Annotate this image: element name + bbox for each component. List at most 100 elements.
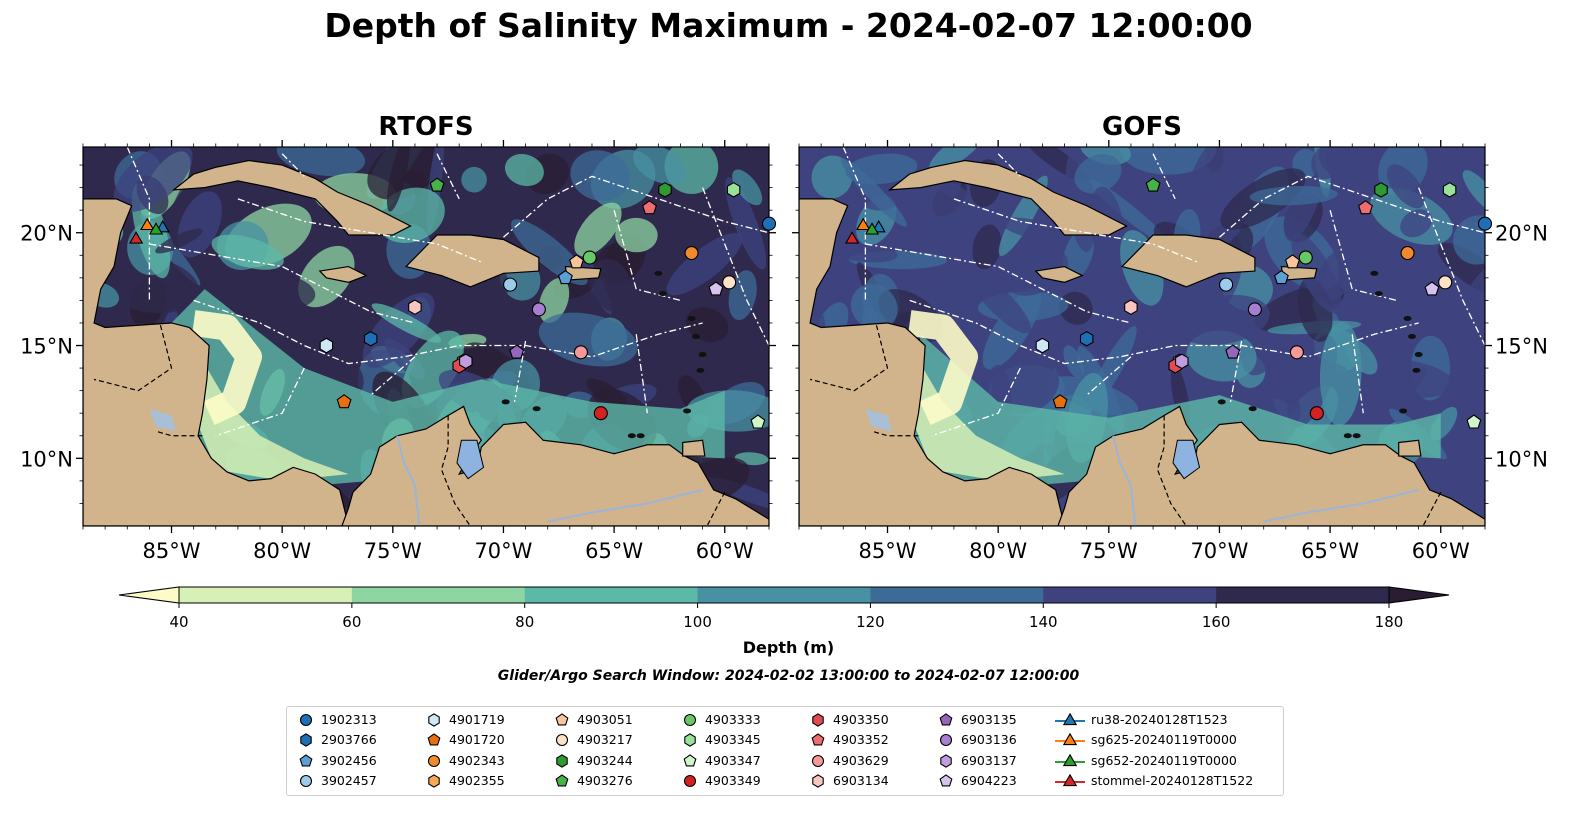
legend-label: 6903135 [961,711,1017,727]
legend-item-6903134[interactable]: 6903134 [809,771,889,791]
float-marker-4903051 [569,254,584,269]
x-tick-label: 85°W [859,539,917,563]
colorbar-segment [179,587,353,603]
legend-item-4903333[interactable]: 4903333 [681,709,761,729]
island [683,408,692,414]
legend-label: 3902456 [321,752,377,768]
island [696,367,705,373]
legend-label: 4903629 [833,752,889,768]
legend-item-4903347[interactable]: 4903347 [681,750,761,770]
land-hispaniola [404,234,540,288]
island [636,433,645,439]
triangle-line-icon [1055,773,1085,787]
x-tick-label: 85°W [143,539,201,563]
legend-item-4901719[interactable]: 4901719 [425,709,505,729]
hexagon-icon [556,753,568,768]
gofs-map-title: GOFS [1102,112,1182,142]
legend-item-4903352[interactable]: 4903352 [809,730,889,750]
legend-item-6904223[interactable]: 6904223 [937,771,1017,791]
legend-item-6903137[interactable]: 6903137 [937,750,1017,770]
island [1374,291,1383,297]
eez-boundary [370,356,416,396]
float-marker-1902313 [1477,216,1493,231]
legend-item-sg625-20240119T0000[interactable]: sg625-20240119T0000 [1055,730,1237,750]
legend-item-4901720[interactable]: 4901720 [425,730,505,750]
legend-item-sg652-20240119T0000[interactable]: sg652-20240119T0000 [1055,750,1237,770]
float-marker-4901720 [1052,394,1068,409]
colorbar: 40 60 80 100 120 140 160 180 [118,586,1450,631]
land-cuba [887,159,1128,236]
rtofs-map-panel[interactable] [47,112,795,577]
island [532,406,541,412]
legend-label: sg625-20240119T0000 [1091,732,1237,747]
legend-item-4903244[interactable]: 4903244 [553,750,633,770]
legend-item-4903349[interactable]: 4903349 [681,771,761,791]
legend-marker [811,754,825,767]
colorbar-segment [1216,587,1390,603]
legend-marker [812,774,824,788]
circle-icon [427,754,441,767]
island [687,315,696,321]
legend-label: 4903345 [705,732,761,747]
float-marker-4903333 [1298,250,1313,265]
float-marker-sg652-20240119T0000 [864,222,880,235]
lake-nicaragua [149,408,176,432]
legend-item-2903766[interactable]: 2903766 [297,730,377,750]
float-marker-4902343 [1400,245,1415,261]
float-marker-4903276 [429,177,445,192]
pentagon-icon [939,774,953,787]
legend-item-4903276[interactable]: 4903276 [553,771,633,791]
colorbar-tick-label: 100 [683,613,712,631]
legend-item-ru38-20240128T1523[interactable]: ru38-20240128T1523 [1055,709,1228,729]
float-marker-sg652-20240119T0000 [148,222,164,235]
eez-boundary [436,153,460,200]
gofs-map-panel[interactable] [765,113,1513,579]
colorbar-segment [351,587,526,603]
legend-item-6903135[interactable]: 6903135 [937,709,1017,729]
pentagon-icon [555,774,569,787]
float-marker-sg625-20240119T0000 [140,217,155,231]
legend-item-1902313[interactable]: 1902313 [297,709,377,729]
float-marker-6903134 [408,299,422,315]
hexagon-icon [300,733,312,747]
axis-ticks: 85°W 80°W 75°W 70°W 65°W 60°W 20°N 15°N 10°N 85°W… [20,140,1548,563]
legend-marker [939,712,953,725]
legend-label: 6903134 [833,773,889,788]
legend-item-3902456[interactable]: 3902456 [297,750,377,770]
legend-label: 6903137 [961,752,1017,768]
legend-marker [683,753,697,766]
colorbar-segment [870,587,1044,603]
island [1399,408,1408,414]
triangle-line-icon [1055,753,1085,766]
legend-item-4903345[interactable]: 4903345 [681,730,761,750]
float-marker-4903276 [1145,177,1161,192]
legend-item-4903217[interactable]: 4903217 [553,730,633,750]
legend-label: 4903244 [577,752,633,768]
float-marker-4902343 [684,245,699,261]
x-tick-label: 70°W [474,539,532,563]
legend-label: 6904223 [961,773,1017,788]
float-marker-6904223 [1424,281,1440,296]
island [501,399,510,405]
legend-label: 2903766 [321,732,377,747]
legend-label: sg652-20240119T0000 [1091,752,1237,768]
legend-item-stommel-20240128T1522[interactable]: stommel-20240128T1522 [1055,771,1253,791]
legend-item-4903350[interactable]: 4903350 [809,709,889,729]
legend-item-3902457[interactable]: 3902457 [297,771,377,791]
island [1370,270,1379,276]
legend-item-4903051[interactable]: 4903051 [553,709,633,729]
island [654,270,663,276]
legend-marker [683,774,697,788]
legend-item-4902355[interactable]: 4902355 [425,771,505,791]
float-marker-stommel-20240128T1522 [844,231,860,244]
legend-item-6903136[interactable]: 6903136 [937,730,1017,750]
legend-item-4903629[interactable]: 4903629 [809,750,889,770]
x-tick-label: 65°W [585,539,643,563]
float-marker-4903244 [658,182,672,198]
float-marker-stommel-20240128T1522 [128,231,144,244]
island [1407,334,1416,339]
legend-item-4902343[interactable]: 4902343 [425,750,505,770]
legend-marker [1062,753,1078,766]
land-trinidad [682,439,706,457]
